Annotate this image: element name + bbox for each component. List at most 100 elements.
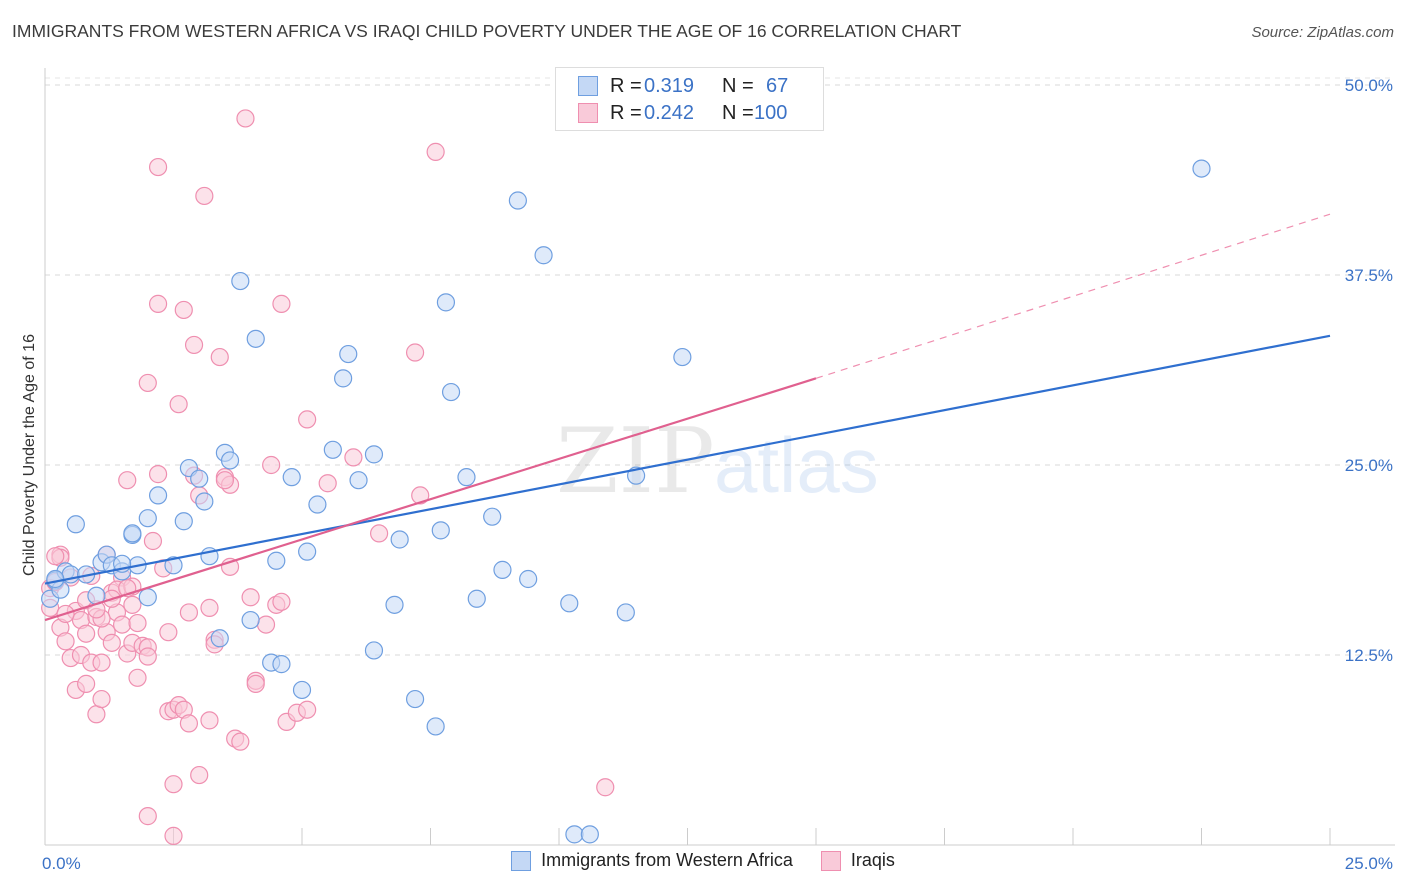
scatter-point bbox=[405, 343, 425, 362]
legend-r-value: 0.319 bbox=[644, 74, 695, 97]
scatter-point bbox=[174, 512, 193, 531]
scatter-point bbox=[370, 524, 389, 543]
trend-lines bbox=[44, 213, 1331, 622]
scatter-point bbox=[580, 825, 599, 844]
tick-labels: 12.5% 25.0% 37.5% 50.0% 0.0% 25.0% bbox=[42, 76, 1393, 873]
scatter-point bbox=[138, 807, 157, 826]
scatter-point bbox=[1192, 159, 1211, 178]
scatter-point bbox=[364, 445, 384, 464]
scatter-point bbox=[323, 440, 342, 459]
scatter-point bbox=[272, 592, 291, 611]
scatter-point bbox=[272, 294, 291, 313]
scatter-point bbox=[77, 624, 96, 643]
legend-n-value: 67 bbox=[766, 74, 789, 97]
scatter-point bbox=[148, 157, 168, 177]
y-tick-label: 25.0% bbox=[1345, 456, 1393, 475]
scatter-point bbox=[195, 492, 214, 511]
scatter-point bbox=[164, 826, 183, 845]
scatter-point bbox=[174, 300, 193, 320]
scatter-point bbox=[118, 471, 137, 490]
scatter-point bbox=[339, 344, 358, 364]
scatter-point bbox=[364, 641, 384, 660]
scatter-point bbox=[385, 595, 404, 614]
scatter-point bbox=[200, 711, 219, 730]
scatter-point bbox=[246, 329, 265, 348]
series-swatch-pink bbox=[820, 850, 841, 871]
scatter-point bbox=[246, 674, 265, 693]
scatter-point bbox=[195, 186, 214, 206]
scatter-point bbox=[267, 551, 286, 570]
scatter-points bbox=[41, 103, 1211, 845]
legend-r-value: 0.242 bbox=[644, 101, 695, 124]
trend-line-extension bbox=[815, 213, 1331, 379]
scatter-point bbox=[390, 530, 409, 549]
scatter-point bbox=[77, 674, 96, 693]
scatter-point bbox=[431, 521, 450, 540]
scatter-point bbox=[210, 629, 229, 648]
grid-lines bbox=[45, 77, 1395, 656]
scatter-point bbox=[298, 700, 317, 719]
scatter-point bbox=[148, 465, 168, 484]
scatter-point bbox=[426, 142, 445, 161]
scatter-point bbox=[441, 382, 461, 402]
scatter-point bbox=[169, 395, 188, 414]
scatter-point bbox=[616, 603, 635, 622]
scatter-point bbox=[148, 486, 168, 505]
scatter-point bbox=[292, 680, 312, 700]
scatter-point bbox=[508, 191, 527, 210]
scatter-point bbox=[220, 451, 240, 470]
watermark: ZIP atlas bbox=[556, 409, 879, 514]
legend-n-label: N = bbox=[722, 74, 754, 97]
series-swatch-blue bbox=[511, 850, 532, 871]
scatter-point bbox=[596, 778, 615, 797]
y-tick-label: 50.0% bbox=[1345, 76, 1393, 95]
scatter-point bbox=[184, 335, 204, 355]
trend-line bbox=[44, 377, 817, 622]
scatter-point bbox=[298, 542, 317, 561]
legend-r-label: R = bbox=[610, 101, 642, 124]
stats-legend: R = 0.319 N = 67 R = 0.242 N = 100 bbox=[555, 67, 824, 131]
scatter-point bbox=[483, 507, 502, 526]
scatter-point bbox=[138, 373, 157, 393]
scatter-point bbox=[138, 647, 157, 666]
scatter-point bbox=[673, 347, 692, 367]
scatter-point bbox=[210, 347, 229, 367]
watermark-zip: ZIP bbox=[556, 409, 715, 514]
series-legend-iraqis: Iraqis bbox=[820, 850, 895, 871]
axes bbox=[44, 68, 1395, 846]
scatter-point bbox=[148, 294, 168, 313]
scatter-point bbox=[405, 689, 425, 709]
series-name: Immigrants from Western Africa bbox=[541, 850, 793, 870]
scatter-point bbox=[128, 668, 147, 687]
scatter-point bbox=[102, 633, 121, 652]
legend-swatch-blue bbox=[578, 76, 598, 96]
trend-line bbox=[44, 334, 1331, 585]
scatter-point bbox=[164, 556, 183, 575]
scatter-point bbox=[190, 469, 209, 488]
scatter-point bbox=[66, 515, 85, 534]
scatter-point bbox=[92, 689, 111, 709]
scatter-point bbox=[457, 468, 476, 487]
chart-title: IMMIGRANTS FROM WESTERN AFRICA VS IRAQI … bbox=[12, 21, 962, 41]
scatter-point bbox=[308, 495, 327, 514]
scatter-point bbox=[190, 765, 209, 785]
legend-n-label: N = bbox=[722, 101, 754, 124]
source-credit: Source: ZipAtlas.com bbox=[1251, 24, 1394, 41]
legend-n-value: 100 bbox=[754, 101, 788, 124]
scatter-point bbox=[262, 455, 281, 475]
series-legend-western-africa: Immigrants from Western Africa bbox=[511, 850, 793, 871]
scatter-point bbox=[87, 705, 106, 724]
legend-row-western-africa: R = 0.319 N = 67 bbox=[578, 73, 816, 99]
scatter-point bbox=[143, 531, 163, 551]
x-tick-label: 25.0% bbox=[1345, 854, 1393, 873]
series-name: Iraqis bbox=[850, 850, 895, 870]
scatter-point bbox=[231, 732, 250, 751]
scatter-point bbox=[123, 595, 142, 614]
legend-swatch-pink bbox=[578, 103, 598, 123]
scatter-point bbox=[241, 588, 260, 607]
watermark-atlas: atlas bbox=[714, 421, 879, 509]
scatter-point bbox=[236, 109, 255, 128]
scatter-point bbox=[411, 486, 430, 505]
scatter-point bbox=[179, 603, 199, 622]
series-legend: Immigrants from Western Africa Iraqis bbox=[0, 850, 1406, 871]
